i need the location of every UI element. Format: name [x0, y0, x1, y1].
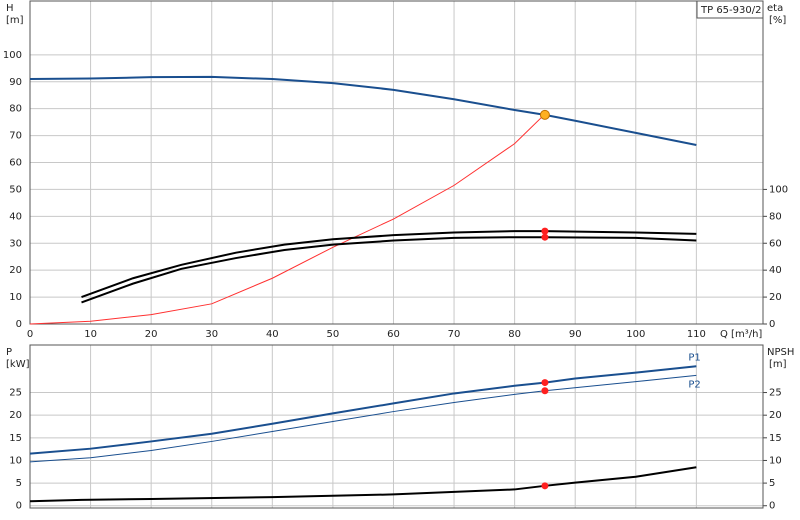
- y-axis-unit: [m]: [6, 15, 24, 26]
- curve: [81, 230, 697, 299]
- operating-point: [541, 233, 549, 241]
- chart-label: TP 65-930/2: [700, 5, 761, 16]
- y2-tick-label: 0: [769, 319, 775, 330]
- operating-point: [541, 482, 549, 490]
- y-tick-label: 20: [9, 410, 22, 421]
- y-tick-label: 25: [9, 388, 22, 399]
- y2-axis-label: NPSH: [767, 347, 794, 358]
- x-tick-label: 10: [84, 329, 97, 340]
- curve: [29, 113, 546, 325]
- y-tick-label: 100: [3, 50, 22, 61]
- x-tick-label: 0: [27, 329, 33, 340]
- curve-label: P2: [688, 379, 700, 390]
- y-tick-label: 30: [9, 238, 22, 249]
- operating-point: [541, 379, 549, 387]
- curve: [81, 236, 697, 304]
- y-tick-label: 40: [9, 211, 22, 222]
- y2-tick-label: 5: [769, 478, 775, 489]
- y-tick-label: 0: [16, 501, 22, 512]
- x-axis-label: Q [m³/h]: [720, 329, 762, 340]
- x-tick-label: 60: [387, 329, 400, 340]
- x-tick-label: 70: [448, 329, 461, 340]
- operating-point: [539, 109, 550, 120]
- operating-point: [541, 387, 549, 395]
- x-tick-label: 80: [508, 329, 521, 340]
- y2-tick-label: 25: [769, 388, 782, 399]
- y2-tick-label: 100: [769, 184, 788, 195]
- x-tick-label: 50: [327, 329, 340, 340]
- curve: [29, 374, 697, 463]
- y-tick-label: 15: [9, 433, 22, 444]
- y-tick-label: 5: [16, 478, 22, 489]
- y2-tick-label: 60: [769, 238, 782, 249]
- y2-tick-label: 0: [769, 501, 775, 512]
- y-axis-label: H: [6, 3, 14, 14]
- y2-axis-unit: [%]: [769, 15, 786, 26]
- x-tick-label: 90: [569, 329, 582, 340]
- y2-tick-label: 20: [769, 410, 782, 421]
- plot-frame: [29, 0, 764, 325]
- y-tick-label: 0: [16, 319, 22, 330]
- x-tick-label: 20: [145, 329, 158, 340]
- x-tick-label: 100: [626, 329, 645, 340]
- curve-label: P1: [688, 352, 700, 363]
- y-tick-label: 10: [9, 292, 22, 303]
- y2-tick-label: 80: [769, 211, 782, 222]
- curve: [29, 466, 697, 503]
- y-tick-label: 50: [9, 184, 22, 195]
- y-tick-label: 20: [9, 265, 22, 276]
- y-tick-label: 10: [9, 455, 22, 466]
- y2-tick-label: 40: [769, 265, 782, 276]
- y-tick-label: 80: [9, 104, 22, 115]
- x-tick-label: 30: [205, 329, 218, 340]
- y2-tick-label: 10: [769, 455, 782, 466]
- x-tick-label: 110: [687, 329, 706, 340]
- y-tick-label: 70: [9, 131, 22, 142]
- y2-tick-label: 20: [769, 292, 782, 303]
- y-tick-label: 90: [9, 77, 22, 88]
- y2-axis-unit: [m]: [769, 359, 787, 370]
- plot-frame: [29, 344, 764, 509]
- y-tick-label: 60: [9, 158, 22, 169]
- x-tick-label: 40: [266, 329, 279, 340]
- y-axis-label: P: [6, 347, 12, 358]
- y2-axis-label: eta: [767, 3, 783, 14]
- label-box: [696, 0, 764, 19]
- y-axis-unit: [kW]: [6, 359, 30, 370]
- curve: [29, 365, 697, 455]
- curve: [29, 75, 697, 146]
- operating-point: [541, 227, 549, 235]
- y2-tick-label: 15: [769, 433, 782, 444]
